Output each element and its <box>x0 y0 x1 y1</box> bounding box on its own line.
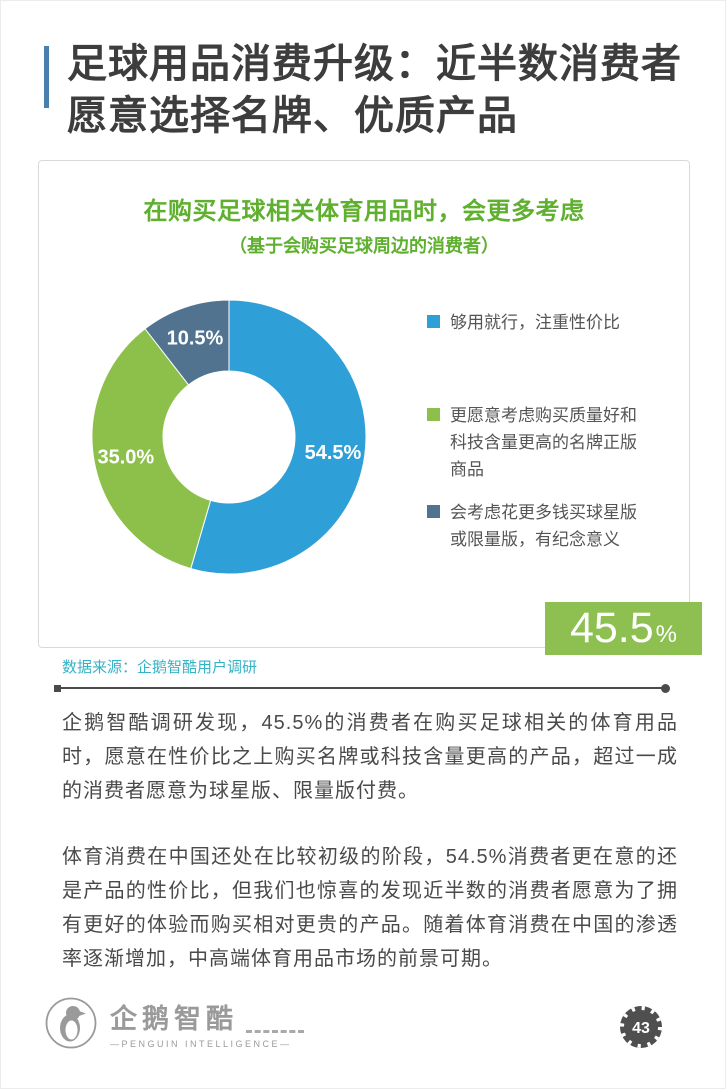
logo-name: 企鹅智酷 <box>110 1004 238 1034</box>
page-header: 足球用品消费升级：近半数消费者 愿意选择名牌、优质产品 <box>44 38 682 142</box>
footer-dashes <box>246 1030 304 1033</box>
page-number-gear-icon: 43 <box>620 1006 662 1048</box>
footer-logo: 企鹅智酷 —PENGUIN INTELLIGENCE— <box>44 996 292 1050</box>
logo-text-block: 企鹅智酷 —PENGUIN INTELLIGENCE— <box>110 997 292 1049</box>
chart-card: 在购买足球相关体育用品时，会更多考虑 （基于会购买足球周边的消费者） 54.5%… <box>38 160 702 655</box>
donut-segment <box>144 299 230 386</box>
highlight-value: 45.5 <box>569 604 654 652</box>
legend-label: 会考虑花更多钱买球星版或限量版，有纪念意义 <box>450 503 637 549</box>
legend-item: 更愿意考虑购买质量好和科技含量更高的名牌正版商品 <box>427 402 662 483</box>
body-paragraph-1: 企鹅智酷调研发现，45.5%的消费者在购买足球相关的体育用品时，愿意在性价比之上… <box>62 712 678 802</box>
page-number: 43 <box>632 1020 650 1037</box>
donut-chart: 54.5% 35.0% 10.5% <box>91 299 367 575</box>
legend-item: 够用就行，注重性价比 <box>427 309 662 336</box>
highlight-badge: 45.5 % <box>545 602 702 655</box>
title-accent-bar <box>44 46 49 108</box>
donut-label: 35.0% <box>98 447 155 469</box>
chart-subtitle: （基于会购买足球周边的消费者） <box>229 236 499 256</box>
title-line-1: 足球用品消费升级：近半数消费者 <box>67 42 682 86</box>
donut-label: 10.5% <box>167 328 224 350</box>
legend-label: 够用就行，注重性价比 <box>450 313 620 332</box>
body-paragraph-2: 体育消费在中国还处在比较初级的阶段，54.5%消费者更在意的还是产品的性价比，但… <box>62 846 678 970</box>
page-title: 足球用品消费升级：近半数消费者 愿意选择名牌、优质产品 <box>67 38 682 142</box>
section-divider <box>54 683 670 693</box>
donut-label: 54.5% <box>305 442 362 464</box>
highlight-unit: % <box>655 621 678 648</box>
legend-swatch-icon <box>427 505 440 518</box>
logo-subtitle: —PENGUIN INTELLIGENCE— <box>110 1039 292 1049</box>
donut-segment <box>190 299 367 575</box>
legend-swatch-icon <box>427 408 440 421</box>
chart-title: 在购买足球相关体育用品时，会更多考虑 <box>143 198 585 225</box>
legend-item: 会考虑花更多钱买球星版或限量版，有纪念意义 <box>427 499 662 553</box>
data-source: 数据来源：企鹅智酷用户调研 <box>62 659 258 676</box>
penguin-logo-icon <box>45 997 97 1049</box>
legend-label: 更愿意考虑购买质量好和科技含量更高的名牌正版商品 <box>450 406 637 479</box>
title-line-2: 愿意选择名牌、优质产品 <box>67 94 518 138</box>
donut-segment <box>91 328 212 570</box>
chart-legend: 够用就行，注重性价比 更愿意考虑购买质量好和科技含量更高的名牌正版商品 会考虑花… <box>427 309 662 553</box>
legend-swatch-icon <box>427 315 440 328</box>
